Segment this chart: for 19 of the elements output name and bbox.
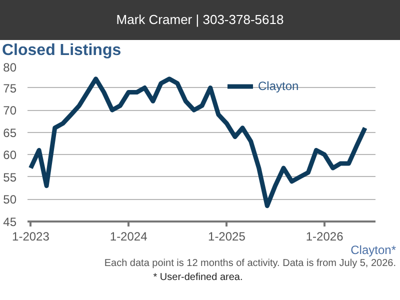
x-tick-label: 1-2026 <box>306 230 344 244</box>
x-tick-label: 1-2024 <box>110 230 148 244</box>
y-tick-label: 60 <box>3 148 17 162</box>
legend-label: Clayton <box>258 79 299 93</box>
x-tick-label: 1-2023 <box>12 230 50 244</box>
line-series <box>28 76 368 208</box>
y-tick-label: 55 <box>3 170 17 184</box>
x-tick-label: 1-2025 <box>208 230 246 244</box>
chart-title: Closed Listings <box>2 41 122 61</box>
y-tick-label: 45 <box>3 215 17 229</box>
y-tick-label: 50 <box>3 192 17 207</box>
y-tick-label: 75 <box>3 81 17 96</box>
chart-subtitle: Mark Cramer | 303-378-5618 <box>116 11 284 29</box>
text: * User-defined area. <box>153 271 243 285</box>
y-tick-label: 70 <box>3 104 17 118</box>
y-tick-label: 65 <box>3 126 17 140</box>
y-tick-label: 80 <box>3 60 17 74</box>
text: Each data point is 12 months of activity. Data is from July 5, 2026. <box>104 257 396 271</box>
text: Clayton* <box>350 243 396 257</box>
